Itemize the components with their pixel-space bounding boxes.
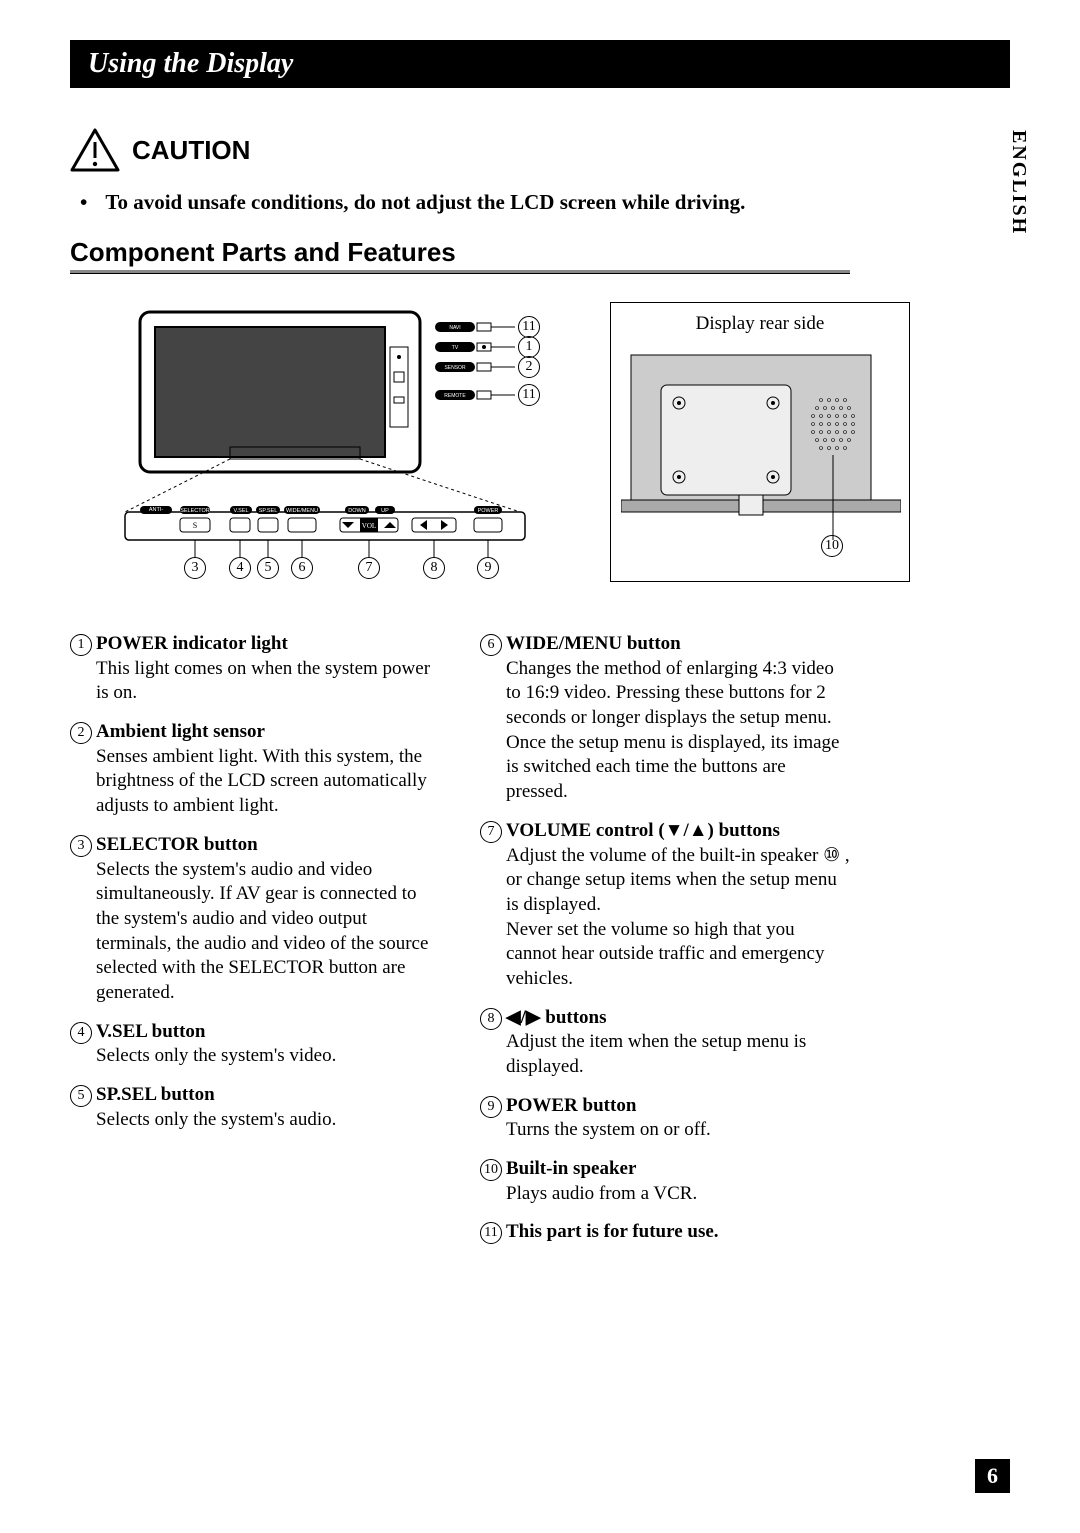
callout-9: 9 <box>477 557 499 579</box>
callout-7: 7 <box>358 557 380 579</box>
callout-2: 2 <box>518 356 540 378</box>
page-number: 6 <box>975 1459 1010 1493</box>
feature-title: This part is for future use. <box>506 1221 719 1242</box>
svg-text:UP: UP <box>381 508 389 514</box>
feature-title: SELECTOR button <box>96 834 258 855</box>
svg-text:VOL: VOL <box>362 522 376 530</box>
svg-text:NAVI: NAVI <box>449 325 460 331</box>
feature-title: POWER indicator light <box>96 633 288 654</box>
feature-desc: Selects only the system's audio. <box>96 1109 336 1130</box>
callout-6: 6 <box>291 557 313 579</box>
feature-columns: 1 POWER indicator lightThis light comes … <box>70 632 850 1259</box>
diagram-row: NAVI TV SENSOR REMOTE <box>120 302 850 582</box>
feature-desc: Adjust the item when the setup menu is d… <box>506 1031 806 1077</box>
feature-item: 9 POWER buttonTurns the system on or off… <box>480 1094 850 1143</box>
feature-desc: Adjust the volume of the built-in speake… <box>506 845 850 989</box>
feature-title: Ambient light sensor <box>96 721 265 742</box>
svg-text:SELECTOR: SELECTOR <box>180 508 210 514</box>
feature-title: POWER button <box>506 1095 636 1116</box>
caution-bullet: • To avoid unsafe conditions, do not adj… <box>80 190 850 215</box>
display-rear-diagram: Display rear side <box>610 302 910 582</box>
warning-icon <box>70 128 120 172</box>
feature-desc: Selects the system's audio and video sim… <box>96 859 428 1003</box>
svg-text:DOWN: DOWN <box>348 508 365 514</box>
feature-desc: Plays audio from a VCR. <box>506 1183 697 1204</box>
feature-item: 5 SP.SEL buttonSelects only the system's… <box>70 1083 440 1132</box>
caution-label: CAUTION <box>132 135 250 166</box>
feature-title: SP.SEL button <box>96 1084 215 1105</box>
caution-row: CAUTION <box>70 128 850 172</box>
feature-item: 4 V.SEL buttonSelects only the system's … <box>70 1020 440 1069</box>
feature-item: 8 ◀/▶ buttonsAdjust the item when the se… <box>480 1006 850 1080</box>
feature-item: 3 SELECTOR buttonSelects the system's au… <box>70 833 440 1006</box>
svg-text:SP.SEL: SP.SEL <box>259 508 278 514</box>
svg-text:SENSOR: SENSOR <box>444 365 466 371</box>
feature-desc: Turns the system on or off. <box>506 1119 711 1140</box>
feature-item: 2 Ambient light sensorSenses ambient lig… <box>70 720 440 819</box>
callout-10: 10 <box>821 535 843 557</box>
callout-3: 3 <box>184 557 206 579</box>
feature-item: 1 POWER indicator lightThis light comes … <box>70 632 440 706</box>
svg-text:POWER: POWER <box>478 508 499 514</box>
svg-text:TV: TV <box>452 345 459 351</box>
language-tab: ENGLISH <box>1007 130 1030 235</box>
callout-11a: 11 <box>518 316 540 338</box>
svg-text:V.SEL: V.SEL <box>233 508 248 514</box>
svg-text:REMOTE: REMOTE <box>444 393 466 399</box>
feature-col-right: 6 WIDE/MENU buttonChanges the method of … <box>480 632 850 1259</box>
section-title: Component Parts and Features <box>70 237 850 274</box>
feature-title: V.SEL button <box>96 1021 206 1042</box>
svg-text:S: S <box>193 521 197 530</box>
feature-title: VOLUME control (▼/▲) buttons <box>506 820 780 841</box>
feature-title: WIDE/MENU button <box>506 633 681 654</box>
feature-col-left: 1 POWER indicator lightThis light comes … <box>70 632 440 1259</box>
feature-title: ◀/▶ buttons <box>506 1007 607 1028</box>
callout-4: 4 <box>229 557 251 579</box>
callout-11b: 11 <box>518 384 540 406</box>
feature-title: Built-in speaker <box>506 1158 636 1179</box>
feature-item: 10 Built-in speakerPlays audio from a VC… <box>480 1157 850 1206</box>
feature-desc: Selects only the system's video. <box>96 1045 336 1066</box>
svg-text:WIDE/MENU: WIDE/MENU <box>286 508 318 514</box>
rear-label: Display rear side <box>621 313 899 335</box>
display-front-diagram: NAVI TV SENSOR REMOTE <box>120 302 560 582</box>
callout-8: 8 <box>423 557 445 579</box>
feature-item: 11 This part is for future use. <box>480 1220 850 1245</box>
feature-desc: Senses ambient light. With this system, … <box>96 746 427 816</box>
caution-text: To avoid unsafe conditions, do not adjus… <box>105 190 745 215</box>
svg-text:ANTI-: ANTI- <box>149 507 164 513</box>
callout-1: 1 <box>518 336 540 358</box>
feature-desc: Changes the method of enlarging 4:3 vide… <box>506 658 839 802</box>
callout-5: 5 <box>257 557 279 579</box>
feature-desc: This light comes on when the system powe… <box>96 658 430 704</box>
section-header: Using the Display <box>70 40 1010 88</box>
feature-item: 7 VOLUME control (▼/▲) buttonsAdjust the… <box>480 819 850 992</box>
feature-item: 6 WIDE/MENU buttonChanges the method of … <box>480 632 850 805</box>
